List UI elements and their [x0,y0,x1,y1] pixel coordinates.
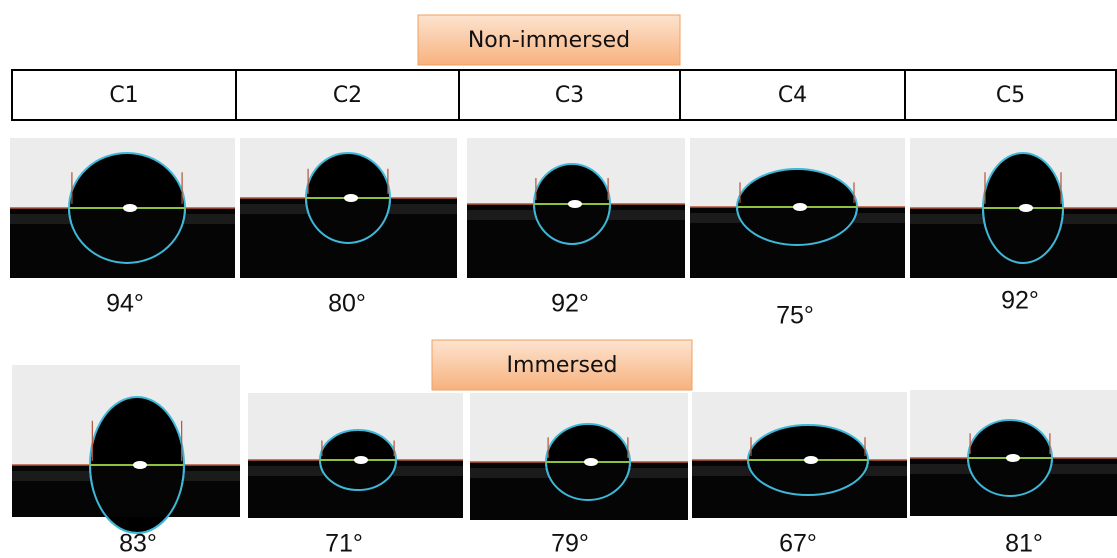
contact-angle: 92° [551,290,589,318]
droplet-base-cover [751,461,865,496]
section-title: Immersed [507,353,618,378]
reflection [133,461,147,469]
column-label: C2 [333,83,362,108]
contact-angle: 75° [776,302,814,330]
contact-angle: 71° [325,530,363,558]
section-title: Non-immersed [468,28,630,53]
reflection [793,203,807,211]
contact-angle: 67° [779,530,817,558]
contact-angle: 83° [119,530,157,558]
contact-angle: 81° [1005,530,1043,558]
contact-angle: 79° [551,530,589,558]
droplet-base-cover [971,459,1049,497]
droplet-base-cover [537,205,607,245]
page: Non-immersed Immersed C1 C2 C3 C4 C5 94° 80° 92… [0,0,1117,558]
reflection [584,458,598,466]
contact-angle: 92° [1001,287,1039,315]
column-label: C1 [109,83,138,108]
column-label: C3 [555,83,584,108]
droplet-base-cover [309,199,387,244]
reflection [1006,454,1020,462]
reflection [1019,204,1033,212]
column-label: C4 [778,83,807,108]
reflection [568,200,582,208]
droplet-base-cover [72,209,182,264]
droplet-base-cover [549,463,627,501]
droplet-base-cover [740,208,854,246]
contact-angle: 94° [106,290,144,318]
contact-angle: 80° [328,290,366,318]
droplet-base-cover [986,209,1060,264]
reflection [344,194,358,202]
reflection [123,204,137,212]
reflection [354,456,368,464]
droplet-base-cover [93,466,181,517]
figure: Non-immersed Immersed C1 C2 C3 C4 C5 94° 80° 92… [0,0,1117,558]
column-label: C5 [996,83,1025,108]
reflection [804,456,818,464]
droplet-base-cover [323,461,393,491]
